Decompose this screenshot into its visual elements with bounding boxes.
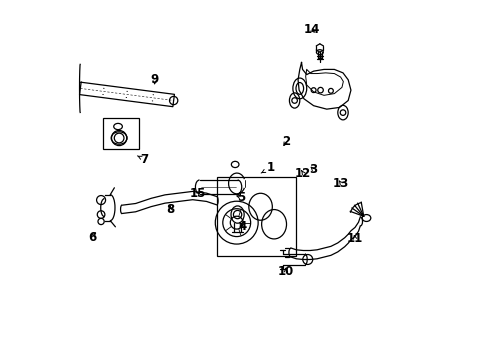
Bar [216, 176, 296, 256]
Text: 14: 14 [303, 23, 320, 36]
Bar [102, 118, 139, 149]
Text: 13: 13 [332, 177, 349, 190]
Text: 10: 10 [277, 265, 293, 278]
Text: 5: 5 [236, 191, 244, 204]
Text: 9: 9 [150, 73, 159, 86]
Text: 7: 7 [137, 153, 148, 166]
Text: 3: 3 [309, 163, 317, 176]
Text: 2: 2 [282, 135, 289, 148]
Text: 8: 8 [166, 203, 174, 216]
Text: 4: 4 [238, 220, 246, 233]
Text: 12: 12 [295, 167, 311, 180]
Text: 1: 1 [261, 161, 274, 174]
Text: 11: 11 [346, 232, 363, 245]
Text: 6: 6 [88, 230, 96, 243]
Text: 15: 15 [189, 187, 205, 200]
